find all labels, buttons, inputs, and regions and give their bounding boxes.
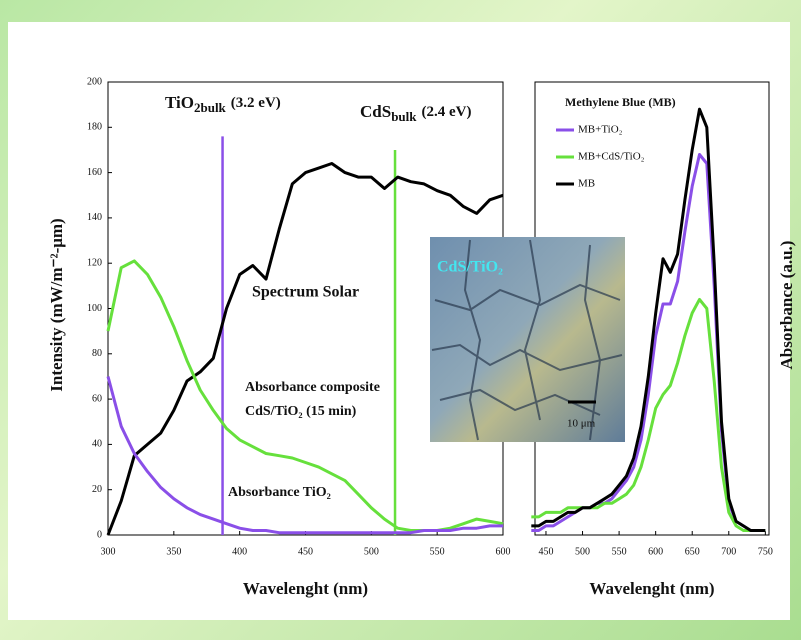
x-tick-label: 550 bbox=[612, 546, 627, 557]
x-tick-label: 600 bbox=[496, 546, 511, 557]
inset-label: CdS/TiO₂ bbox=[437, 259, 503, 276]
x-tick-label: 450 bbox=[298, 546, 313, 557]
y-axis-label: Intensity (mW/m⁻²-μm) bbox=[47, 218, 66, 391]
annotation: Absorbance composite bbox=[245, 380, 380, 395]
x-tick-label: 650 bbox=[685, 546, 700, 557]
annotation: Spectrum Solar bbox=[252, 284, 359, 301]
y-tick-label: 0 bbox=[97, 529, 102, 540]
y-tick-label: 60 bbox=[92, 393, 102, 404]
band-gap-label-part: TiO bbox=[165, 93, 194, 112]
x-tick-label: 450 bbox=[538, 546, 553, 557]
annotation: Absorbance TiO₂ bbox=[228, 485, 331, 500]
series-line bbox=[106, 376, 503, 535]
y-tick-label: 160 bbox=[87, 167, 102, 178]
y-tick-label: 200 bbox=[87, 76, 102, 87]
band-gap-label-part: bulk bbox=[391, 109, 417, 124]
x-tick-label: 700 bbox=[721, 546, 736, 557]
annotation: CdS/TiO₂ (15 min) bbox=[245, 404, 357, 419]
series-group bbox=[106, 162, 504, 536]
legend-label: MB+CdS/TiO₂ bbox=[578, 151, 645, 163]
inset-image: CdS/TiO₂ 10 μm bbox=[430, 237, 625, 442]
x-tick-label: 500 bbox=[575, 546, 590, 557]
series-line bbox=[531, 297, 766, 532]
band-gap-label: TiO2bulk (3.2 eV) bbox=[165, 93, 281, 115]
band-gap-label-part: (3.2 eV) bbox=[231, 95, 281, 111]
y-tick-label: 80 bbox=[92, 348, 102, 359]
x-tick-label: 500 bbox=[364, 546, 379, 557]
y-axis-label: Absorbance (a.u.) bbox=[777, 241, 796, 370]
y-tick-label: 20 bbox=[92, 484, 102, 495]
y-tick-label: 140 bbox=[87, 212, 102, 223]
x-tick-label: 350 bbox=[166, 546, 181, 557]
band-gap-label-part: CdS bbox=[360, 102, 391, 121]
x-tick-label: 550 bbox=[430, 546, 445, 557]
y-tick-label: 180 bbox=[87, 122, 102, 133]
y-tick-label: 40 bbox=[92, 439, 102, 450]
legend-title: Methylene Blue (MB) bbox=[565, 95, 676, 109]
scale-bar-label: 10 μm bbox=[567, 418, 596, 430]
legend-label: MB+TiO₂ bbox=[578, 124, 623, 136]
band-gap-label-part: 2bulk bbox=[194, 100, 227, 115]
x-tick-label: 600 bbox=[648, 546, 663, 557]
band-gap-label: CdSbulk (2.4 eV) bbox=[360, 102, 471, 124]
x-axis-label: Wavelenght (nm) bbox=[243, 579, 368, 598]
band-gap-label-part: (2.4 eV) bbox=[422, 104, 472, 120]
x-tick-label: 400 bbox=[232, 546, 247, 557]
legend-label: MB bbox=[578, 178, 595, 190]
x-tick-label: 750 bbox=[758, 546, 773, 557]
series-group bbox=[531, 107, 766, 532]
x-tick-label: 300 bbox=[101, 546, 116, 557]
x-axis-label: Wavelenght (nm) bbox=[589, 579, 714, 598]
y-tick-label: 100 bbox=[87, 303, 102, 314]
y-tick-label: 120 bbox=[87, 257, 102, 268]
series-line bbox=[106, 162, 504, 536]
series-line bbox=[531, 107, 766, 532]
